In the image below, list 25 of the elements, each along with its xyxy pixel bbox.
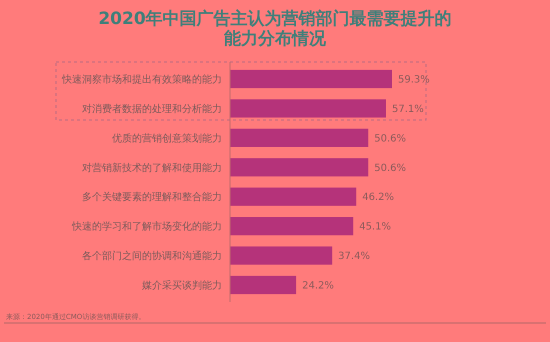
bar [230,217,354,236]
y-tick-label: 快速的学习和了解市场变化的能力 [71,220,222,233]
bar [230,158,368,176]
data-label: 24.2% [302,280,334,292]
y-tick-label: 优质的营销创意策划能力 [112,132,222,144]
bar [230,246,332,265]
data-label: 37.4% [338,251,370,262]
y-tick-label: 对营销新技术的了解和使用能力 [82,162,222,174]
chart-title: 2020年中国广告主认为营销部门最需要提升的能力分布情况 [98,9,452,49]
bar [230,276,296,294]
bar [230,70,392,88]
data-label: 46.2% [362,192,394,204]
bar [230,99,386,118]
y-tick-label: 多个关键要素的理解和整合能力 [82,191,222,204]
y-tick-label: 媒介采买谈判能力 [142,279,222,292]
y-tick-label: 快速洞察市场和提出有效策略的能力 [61,74,222,86]
bar [230,188,356,206]
data-label: 45.1% [359,222,391,233]
data-label: 50.6% [374,133,406,144]
data-label: 57.1% [392,104,424,115]
data-label: 50.6% [374,162,406,174]
bar [230,128,368,147]
y-tick-label: 各个部门之间的协调和沟通能力 [82,250,222,262]
data-label: 59.3% [398,74,430,86]
y-tick-label: 对消费者数据的处理和分析能力 [82,102,222,115]
